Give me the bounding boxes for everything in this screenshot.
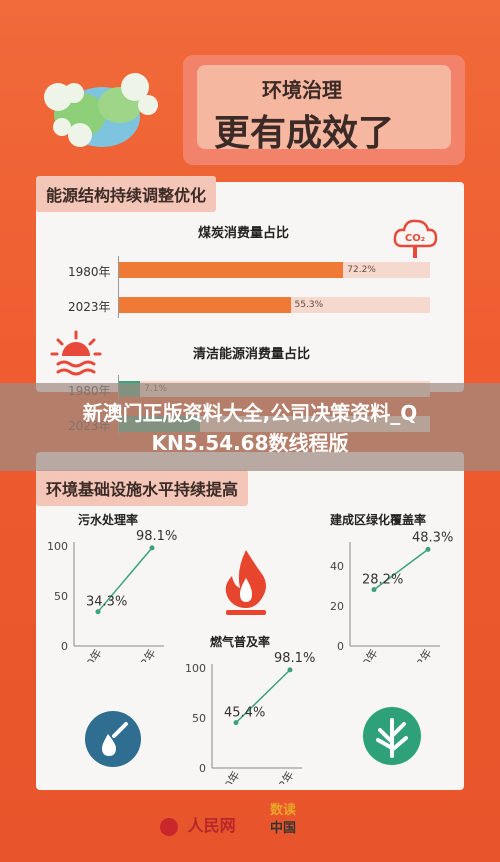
infrastructure-panel-label: 环境基础设施水平持续提高 xyxy=(36,470,249,506)
data-label: 48.3% xyxy=(412,530,453,545)
y-tick-label: 0 xyxy=(199,762,206,775)
x-tick-label: 2022年 xyxy=(265,769,297,785)
data-point xyxy=(287,667,293,673)
line-chart: 建成区绿化覆盖率 0 20 40 28.2% 2000年 48.3% 2022年 xyxy=(329,512,453,663)
water-drop-icon xyxy=(85,711,141,767)
data-label: 98.1% xyxy=(274,651,315,666)
y-tick-label: 100 xyxy=(185,662,206,675)
y-tick-label: 20 xyxy=(330,600,344,613)
data-point xyxy=(149,545,155,551)
header-title: 环境治理 xyxy=(262,78,342,102)
data-point xyxy=(371,587,377,593)
line-chart-title: 燃气普及率 xyxy=(210,634,270,649)
data-label: 45.4% xyxy=(224,706,265,721)
logo2a-text: 数读 xyxy=(270,803,297,818)
data-point xyxy=(233,720,239,726)
bar-category-label: 2023年 xyxy=(68,300,111,314)
flame-icon xyxy=(225,550,266,615)
data-label: 28.2% xyxy=(362,573,403,588)
bar-value-label: 72.2% xyxy=(347,265,376,275)
bar-value-label: 55.3% xyxy=(294,300,324,310)
y-tick-label: 0 xyxy=(337,640,344,653)
bar xyxy=(118,262,344,278)
header-subtitle: 更有成效了 xyxy=(214,113,395,154)
bar xyxy=(118,297,291,313)
logo2b-text: 中国 xyxy=(270,821,297,836)
line-chart: 燃气普及率 0 50 100 45.4% 2000年 98.1% 2022年 xyxy=(185,634,315,785)
x-tick-label: 2022年 xyxy=(403,647,435,663)
series-line xyxy=(235,669,291,724)
y-tick-label: 50 xyxy=(192,712,206,725)
logo1-text: 人民网 xyxy=(187,816,236,835)
x-tick-label: 2000年 xyxy=(349,647,381,663)
overlay-line-1: 新澳门正版资料大全,公司决策资料_Q xyxy=(82,401,418,425)
sun-icon xyxy=(50,330,102,376)
clean-chart-title: 清洁能源消费量占比 xyxy=(193,347,311,362)
y-tick-label: 100 xyxy=(47,540,68,553)
bar-axis xyxy=(118,256,119,318)
co2-text: CO₂ xyxy=(405,233,425,244)
series-line xyxy=(373,548,429,591)
overlay-line-2: KN5.54.68数线程版 xyxy=(151,431,349,455)
line-chart: 污水处理率 0 50 100 34.3% 2000年 98.1% 2022年 xyxy=(47,512,177,663)
energy-panel-label: 能源结构持续调整优化 xyxy=(36,176,217,212)
coal-chart-title: 煤炭消费量占比 xyxy=(198,226,290,241)
overlay-banner xyxy=(0,383,500,471)
globe-icon xyxy=(44,73,158,147)
data-label: 34.3% xyxy=(86,595,127,610)
x-tick-label: 2000年 xyxy=(211,769,243,785)
series-line xyxy=(97,547,153,613)
y-tick-label: 50 xyxy=(54,590,68,603)
header-card xyxy=(183,55,465,165)
bar-category-label: 1980年 xyxy=(68,265,111,279)
x-tick-label: 2022年 xyxy=(127,647,159,663)
data-label: 98.1% xyxy=(136,529,177,544)
overlay-text: 新澳门正版资料大全,公司决策资料_Q KN5.54.68数线程版 xyxy=(30,398,470,458)
y-tick-label: 0 xyxy=(61,640,68,653)
x-tick-label: 2000年 xyxy=(73,647,105,663)
y-tick-label: 40 xyxy=(330,560,344,573)
people-daily-logo: 人民网 xyxy=(160,812,236,836)
line-chart-title: 建成区绿化覆盖率 xyxy=(329,512,426,527)
line-chart-title: 污水处理率 xyxy=(78,512,138,527)
shudu-logo: 数读 中国 xyxy=(270,802,296,838)
co2-cloud-icon: CO₂ xyxy=(393,219,438,258)
data-point xyxy=(95,609,101,615)
energy-panel xyxy=(36,182,464,392)
data-point xyxy=(425,546,431,552)
tree-icon xyxy=(363,707,421,765)
